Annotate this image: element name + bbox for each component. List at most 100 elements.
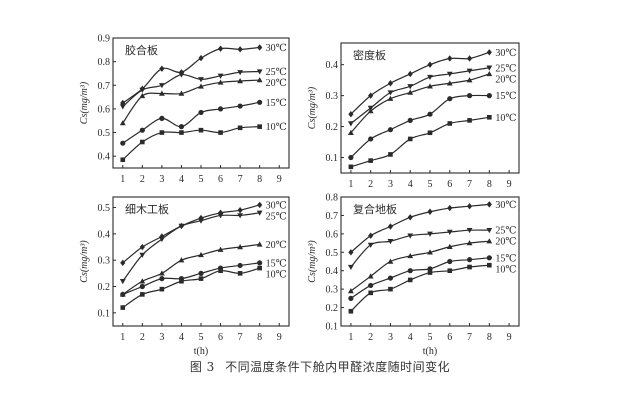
x-tick-label: 6 (447, 332, 452, 343)
square-marker (388, 152, 393, 157)
circle-marker (198, 270, 204, 276)
circle-marker (348, 295, 354, 301)
series-line (122, 79, 260, 124)
x-tick-label: 5 (428, 179, 433, 190)
triangle-up-marker (446, 243, 453, 249)
triangle-up-marker (347, 287, 354, 294)
triangle-up-marker (486, 70, 493, 77)
triangle-up-marker (347, 129, 354, 135)
y-axis-label: Cs(mg/m³) (79, 240, 90, 283)
y-tick-label: 0.7 (326, 211, 339, 222)
square-marker (427, 270, 433, 275)
diamond-marker (198, 214, 204, 222)
square-marker (198, 276, 204, 281)
square-marker (407, 136, 413, 142)
square-marker (447, 268, 453, 274)
diamond-marker (427, 61, 433, 68)
square-marker (218, 130, 223, 135)
triangle-down-marker (486, 65, 493, 71)
triangle-up-marker (237, 244, 244, 250)
circle-marker (159, 115, 165, 121)
chart-density-board: 0.1 0.2 0.3 0.4 1 2 3 4 5 6 7 8 9 密度板 Cs(mg/m³) 30℃ 25℃2… (307, 42, 520, 190)
square-marker (198, 127, 204, 133)
triangle-down-marker (198, 77, 204, 83)
square-marker (348, 308, 354, 314)
series-label: 10℃ (495, 264, 516, 275)
x-tick-label: 4 (179, 174, 184, 185)
y-tick-label: 0.2 (326, 122, 339, 133)
series-label: 25℃ (495, 226, 516, 237)
series-line (350, 264, 490, 312)
y-tick-label: 0.6 (326, 229, 339, 240)
triangle-up-marker (158, 90, 165, 96)
triangle-down-marker (407, 233, 414, 239)
circle-marker (486, 93, 492, 99)
diamond-marker (139, 243, 145, 251)
triangle-down-marker (139, 252, 146, 258)
triangle-up-marker (139, 278, 146, 284)
series-30c: 30℃ (348, 48, 517, 118)
x-tick-label: 7 (238, 174, 243, 185)
series-label: 10℃ (266, 122, 287, 133)
y-tick-label: 0.4 (326, 60, 339, 71)
series-label: 20℃ (495, 237, 516, 248)
series-label: 25℃ (266, 67, 287, 78)
diamond-marker (387, 80, 394, 87)
triangle-up-marker (486, 238, 493, 244)
triangle-down-marker (347, 264, 354, 271)
square-marker (237, 271, 243, 276)
circle-marker (387, 127, 394, 133)
diamond-marker (120, 259, 126, 267)
x-tick-label: 5 (428, 332, 433, 343)
triangle-down-marker (119, 279, 126, 285)
triangle-down-marker (139, 87, 146, 93)
y-tick-label: 0.8 (98, 57, 111, 68)
square-marker (257, 265, 262, 271)
y-tick-label: 0.1 (326, 322, 339, 333)
series-20c: 20℃ (119, 77, 287, 126)
triangle-down-marker (237, 213, 244, 219)
series-label: 15℃ (266, 258, 287, 269)
circle-marker (466, 257, 473, 263)
series-label: 10℃ (266, 269, 287, 280)
triangle-up-marker (256, 77, 263, 83)
series-10c: 10℃ (348, 262, 517, 314)
square-marker (427, 130, 433, 136)
circle-marker (387, 275, 394, 281)
panel-title: 密度板 (353, 48, 386, 62)
square-marker (179, 278, 184, 284)
triangle-up-marker (139, 92, 146, 99)
square-marker (140, 139, 145, 145)
series-10c: 10℃ (120, 265, 287, 310)
square-marker (237, 125, 243, 131)
circle-marker (466, 93, 473, 99)
square-marker (368, 290, 373, 296)
x-tick-label: 1 (120, 332, 125, 343)
triangle-up-marker (119, 120, 126, 126)
series-15c: 15℃ (348, 253, 517, 301)
x-tick-label: 8 (487, 332, 492, 343)
square-marker (368, 158, 373, 163)
series-30c: 30℃ (348, 200, 517, 256)
diamond-marker (466, 203, 473, 210)
triangle-down-marker (446, 71, 453, 77)
triangle-up-marker (427, 249, 433, 255)
triangle-up-marker (158, 270, 165, 276)
series-15c: 15℃ (348, 91, 517, 161)
diamond-marker (368, 92, 374, 99)
y-tick-label: 0.5 (98, 128, 111, 139)
series-label: 20℃ (266, 78, 287, 89)
y-tick-label: 0.2 (326, 303, 339, 314)
triangle-up-marker (198, 83, 204, 89)
panel-title: 胶合板 (125, 43, 158, 57)
square-marker (487, 262, 492, 268)
x-tick-label: 4 (408, 179, 413, 190)
circle-marker (407, 117, 413, 123)
diamond-marker (368, 232, 374, 239)
diamond-marker (486, 201, 492, 208)
square-marker (218, 268, 223, 274)
triangle-down-marker (237, 70, 244, 76)
series-25c: 25℃ (119, 210, 287, 285)
triangle-down-marker (387, 90, 394, 96)
